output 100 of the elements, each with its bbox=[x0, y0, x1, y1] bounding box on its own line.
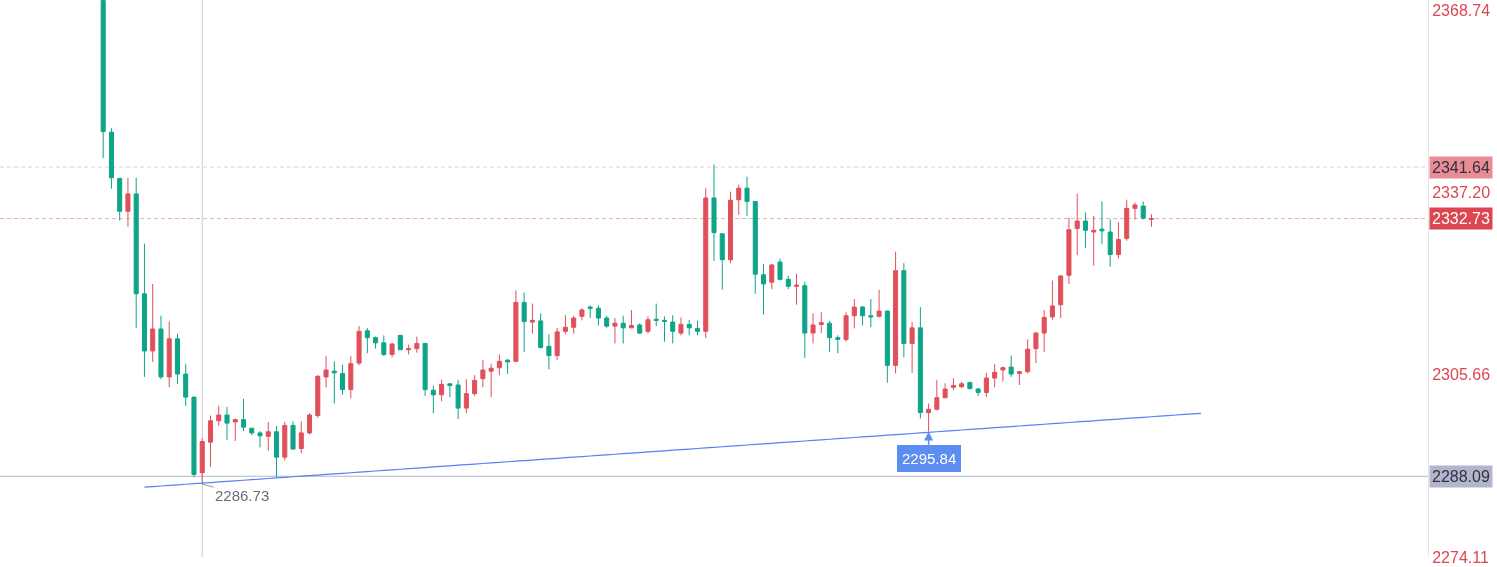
candlestick bbox=[323, 355, 329, 388]
candlestick bbox=[274, 425, 280, 478]
candlestick bbox=[620, 315, 626, 344]
candlestick bbox=[777, 258, 783, 282]
candlestick bbox=[1124, 199, 1130, 242]
candlestick bbox=[232, 417, 238, 442]
candlestick bbox=[678, 316, 684, 336]
candlestick bbox=[546, 333, 552, 370]
candlestick bbox=[373, 336, 379, 350]
candlestick bbox=[1066, 217, 1072, 285]
candlestick bbox=[183, 363, 189, 407]
candlestick bbox=[1000, 366, 1006, 383]
candlestick bbox=[1033, 331, 1039, 364]
candlestick bbox=[141, 243, 147, 378]
candlestick bbox=[1115, 221, 1121, 260]
candlestick bbox=[505, 358, 511, 375]
candlestick bbox=[645, 315, 651, 335]
candlestick bbox=[488, 363, 494, 398]
candlestick bbox=[868, 298, 874, 328]
candlestick bbox=[752, 200, 758, 295]
candlestick bbox=[1107, 218, 1113, 268]
candlestick bbox=[612, 317, 618, 344]
candlestick bbox=[1140, 200, 1146, 220]
candlestick bbox=[406, 344, 412, 355]
candlestick bbox=[785, 275, 791, 290]
candlestick bbox=[736, 184, 742, 216]
candlestick bbox=[513, 289, 519, 363]
candlestick bbox=[108, 127, 114, 190]
candlestick bbox=[562, 314, 568, 335]
candlestick bbox=[1049, 280, 1055, 321]
candlestick bbox=[794, 273, 800, 306]
candlestick bbox=[1058, 274, 1064, 319]
candlestick bbox=[307, 412, 313, 436]
candlestick bbox=[430, 385, 436, 414]
candlestick bbox=[455, 379, 461, 420]
candlestick bbox=[381, 334, 387, 357]
candlestick bbox=[554, 327, 560, 361]
candlestick bbox=[298, 420, 304, 454]
candlestick bbox=[439, 379, 445, 402]
candlestick bbox=[133, 177, 139, 329]
candlestick bbox=[1025, 338, 1031, 374]
candlestick bbox=[414, 336, 420, 354]
candlestick bbox=[761, 263, 767, 316]
candlestick bbox=[975, 387, 981, 397]
candlestick bbox=[686, 319, 692, 336]
candlestick bbox=[967, 381, 973, 391]
candlestick bbox=[917, 306, 923, 419]
candlestick bbox=[389, 342, 395, 358]
candlestick bbox=[818, 311, 824, 334]
candlestick bbox=[727, 191, 734, 264]
annotation: 2295.84 bbox=[902, 450, 957, 467]
candlestick bbox=[909, 321, 915, 374]
candlestick bbox=[117, 177, 123, 221]
candlestick bbox=[240, 398, 247, 432]
candlestick bbox=[893, 251, 899, 374]
candlestick bbox=[472, 374, 478, 397]
candlestick bbox=[595, 304, 601, 327]
candlestick bbox=[331, 360, 337, 404]
candlestick bbox=[711, 164, 717, 262]
candlestick bbox=[1041, 309, 1047, 353]
candlestick bbox=[1016, 370, 1022, 386]
candlestick bbox=[158, 315, 164, 380]
ref-line-label: 2341.64 bbox=[1432, 159, 1490, 176]
candlestick bbox=[744, 176, 750, 217]
candlestick bbox=[529, 303, 535, 335]
candlestick bbox=[348, 355, 354, 399]
candlestick bbox=[174, 333, 180, 385]
candlestick bbox=[604, 315, 610, 329]
candlestick bbox=[769, 263, 775, 290]
candlestick bbox=[835, 334, 841, 354]
candlestick bbox=[1132, 202, 1138, 220]
candlestick bbox=[942, 382, 948, 399]
y-tick-label: 2305.66 bbox=[1432, 366, 1491, 384]
candlestick bbox=[670, 314, 676, 344]
candlestick bbox=[397, 334, 403, 351]
candlestick bbox=[827, 320, 833, 353]
candlestick bbox=[884, 310, 890, 384]
candlestick bbox=[1008, 355, 1014, 378]
candlestick bbox=[661, 315, 667, 343]
line-series bbox=[143, 412, 1202, 488]
candlestick bbox=[207, 415, 214, 468]
candlestick bbox=[100, 0, 106, 159]
candlestick bbox=[199, 438, 205, 485]
y-tick-label: 2368.74 bbox=[1432, 2, 1491, 20]
annotation: 2286.73 bbox=[215, 487, 270, 504]
candlestick bbox=[901, 262, 907, 358]
candlestick bbox=[802, 281, 808, 359]
candlestick bbox=[315, 374, 321, 419]
candlestick bbox=[703, 187, 709, 339]
candlestick bbox=[876, 289, 882, 318]
candlestick bbox=[579, 307, 585, 321]
candlestick bbox=[843, 311, 849, 343]
candlestick bbox=[249, 427, 255, 436]
candlestick bbox=[521, 292, 527, 353]
candlestick bbox=[364, 327, 370, 354]
candlestick bbox=[422, 342, 428, 397]
candlestick bbox=[166, 321, 172, 388]
candlestick bbox=[340, 364, 346, 396]
candlestick bbox=[257, 430, 263, 448]
candlestick bbox=[860, 305, 866, 327]
